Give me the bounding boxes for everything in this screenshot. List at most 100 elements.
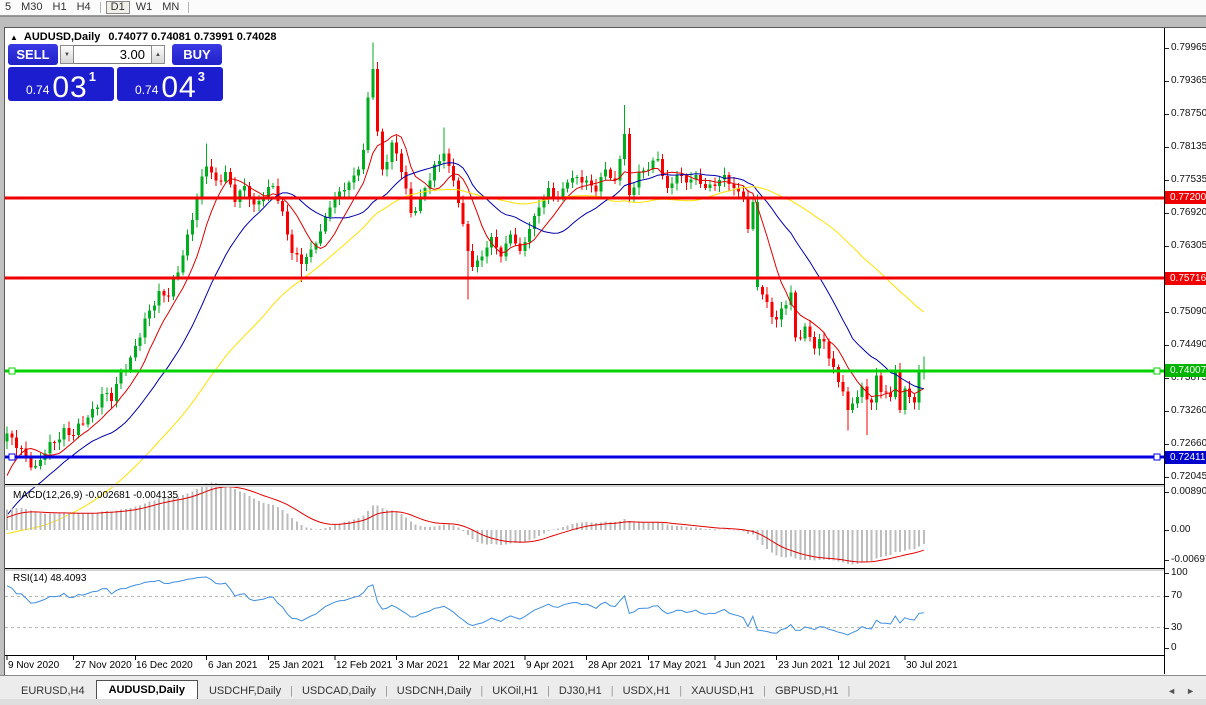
mdi-top-band — [0, 16, 1206, 28]
date-axis-label: 4 Jun 2021 — [716, 660, 766, 671]
timeframe-button-m30[interactable]: M30 — [21, 1, 43, 13]
rsi-axis-label: 70 — [1171, 590, 1183, 601]
axis-tick — [1165, 477, 1169, 478]
axis-tick — [1165, 530, 1169, 531]
timeframe-button-d1[interactable]: D1 — [105, 1, 130, 14]
date-axis-label: 17 May 2021 — [649, 660, 707, 671]
symbol-tab-usdcnh[interactable]: USDCNH,Daily — [396, 685, 472, 697]
date-axis-label: 28 Apr 2021 — [588, 660, 642, 671]
tab-separator: | — [547, 685, 550, 697]
axis-tick — [1165, 573, 1169, 574]
buy-price-big: 04 — [161, 71, 197, 104]
volume-increase-button[interactable]: ▲ — [151, 45, 165, 64]
symbol-tab-eurusd[interactable]: EURUSD,H4 — [21, 685, 85, 697]
symbol-tab-dj30[interactable]: DJ30,H1 — [558, 685, 602, 697]
axis-tick — [1165, 648, 1169, 649]
axis-tick — [1165, 81, 1169, 82]
collapse-triangle-icon[interactable]: ▲ — [10, 32, 18, 42]
axis-tick — [1165, 411, 1169, 412]
timeframe-button-w1[interactable]: W1 — [135, 1, 153, 13]
price-axis-label: 0.72660 — [1171, 438, 1206, 449]
rsi-axis-label: 100 — [1171, 567, 1188, 578]
sell-button[interactable]: SELL — [8, 44, 58, 65]
symbol-tab-audusd[interactable]: AUDUSD,Daily — [95, 680, 198, 700]
bottom-strip — [0, 699, 1206, 705]
date-axis-label: 23 Jun 2021 — [778, 660, 834, 671]
axis-tick — [1165, 213, 1169, 214]
tab-scroll-left-icon[interactable]: ◄ — [1167, 686, 1177, 696]
price-axis[interactable]: 0.79965 0.79365 0.78750 0.78135 0.77535 0.769… — [1165, 28, 1206, 674]
symbol-tab-usdchf[interactable]: USDCHF,Daily — [208, 685, 282, 697]
rsi-axis-label: 0 — [1171, 642, 1177, 653]
price-line-badge: 0.75716 — [1165, 272, 1206, 285]
tab-separator: | — [480, 685, 484, 697]
axis-tick — [1165, 246, 1169, 247]
symbol-tab-usdx[interactable]: USDX,H1 — [622, 685, 671, 697]
spin-down-icon: ▼ — [64, 52, 70, 58]
volume-decrease-button[interactable]: ▼ — [60, 45, 74, 64]
macd-axis-label: -0.00697 — [1171, 554, 1206, 565]
tab-separator: | — [290, 685, 293, 697]
sell-price-pip: 1 — [88, 69, 96, 84]
axis-tick — [1165, 444, 1169, 445]
date-axis-label: 22 Mar 2021 — [459, 660, 516, 671]
timeframe-toolbar: 5 M30 H1 H4 D1 W1 MN — [0, 0, 1206, 16]
price-axis-label: 0.77535 — [1171, 174, 1206, 185]
toolbar-separator — [99, 2, 101, 13]
tab-scroll-right-icon[interactable]: ► — [1186, 686, 1195, 696]
timeframe-button-5[interactable]: 5 — [5, 1, 12, 13]
pane-splitter[interactable] — [5, 569, 1205, 571]
date-axis-label: 6 Jan 2021 — [208, 660, 258, 671]
price-axis-label: 0.72045 — [1171, 471, 1206, 482]
price-axis-label: 0.78750 — [1171, 108, 1206, 119]
date-axis-label: 25 Jan 2021 — [269, 660, 325, 671]
tab-separator: | — [610, 685, 614, 697]
symbol-tab-usdcad[interactable]: USDCAD,Daily — [301, 685, 376, 697]
chart-window: 0.79965 0.79365 0.78750 0.78135 0.77535 0.769… — [4, 27, 1206, 676]
timeframe-button-h4[interactable]: H4 — [76, 1, 91, 13]
pane-separator[interactable] — [5, 568, 1205, 569]
date-axis-label: 3 Mar 2021 — [398, 660, 449, 671]
rsi-indicator-label: RSI(14) 48.4093 — [13, 573, 87, 584]
price-axis-label: 0.78135 — [1171, 141, 1206, 152]
chart-title-bar: ▲ AUDUSD,Daily 0.74077 0.74081 0.73991 0… — [10, 30, 277, 44]
pane-separator[interactable] — [5, 484, 1205, 485]
sell-price-big: 03 — [52, 71, 88, 104]
buy-price-pip: 3 — [197, 69, 205, 84]
price-axis-label: 0.76920 — [1171, 207, 1206, 218]
one-click-trade-panel: SELL ▼ ▲ BUY 0.74 03 1 0.74 04 3 — [8, 44, 223, 104]
pane-splitter[interactable] — [5, 485, 1205, 487]
date-axis-label: 9 Nov 2020 — [8, 660, 60, 671]
timeframe-button-h1[interactable]: H1 — [52, 1, 67, 13]
toolbar-separator — [188, 2, 190, 13]
symbol-tab-xauusd[interactable]: XAUUSD,H1 — [691, 685, 755, 697]
axis-tick — [1165, 48, 1169, 49]
price-axis-label: 0.79365 — [1171, 75, 1206, 86]
price-line-badge: 0.72411 — [1165, 451, 1206, 464]
axis-tick — [1165, 114, 1169, 115]
price-axis-label: 0.74490 — [1171, 339, 1206, 350]
spin-up-icon: ▲ — [155, 52, 161, 58]
macd-indicator-label: MACD(12,26,9) -0.002681 -0.004135 — [13, 490, 179, 501]
sell-price-box[interactable]: 0.74 03 1 — [8, 67, 114, 104]
symbol-tab-ukoil[interactable]: UKOil,H1 — [492, 685, 539, 697]
axis-tick — [1165, 628, 1169, 629]
price-axis-label: 0.76305 — [1171, 240, 1206, 251]
tab-separator: | — [384, 685, 388, 697]
sell-price-prefix: 0.74 — [26, 83, 50, 97]
symbol-tab-gbpusd[interactable]: GBPUSD,H1 — [774, 685, 839, 697]
date-axis-label: 12 Feb 2021 — [336, 660, 393, 671]
price-line-badge: 0.77200 — [1165, 191, 1206, 204]
candlestick-chart[interactable] — [5, 28, 1164, 674]
buy-price-prefix: 0.74 — [135, 83, 159, 97]
timeframe-button-mn[interactable]: MN — [162, 1, 180, 13]
date-axis-label: 9 Apr 2021 — [526, 660, 575, 671]
date-axis-separator — [5, 655, 1205, 656]
buy-button[interactable]: BUY — [172, 44, 222, 65]
axis-tick — [1165, 492, 1169, 493]
volume-input[interactable] — [74, 45, 151, 64]
buy-price-box[interactable]: 0.74 04 3 — [117, 67, 223, 104]
tab-separator: | — [763, 685, 766, 697]
axis-tick — [1165, 345, 1169, 346]
